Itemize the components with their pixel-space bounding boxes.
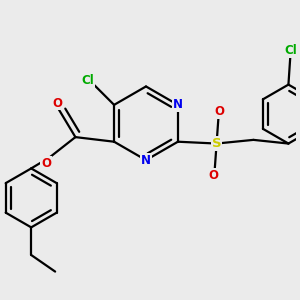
Text: Cl: Cl: [81, 74, 94, 87]
Text: N: N: [141, 154, 151, 166]
Text: Cl: Cl: [285, 44, 298, 58]
Text: N: N: [173, 98, 183, 111]
Text: S: S: [212, 137, 221, 150]
Text: O: O: [52, 97, 62, 110]
Text: O: O: [41, 157, 51, 170]
Text: O: O: [214, 105, 224, 118]
Text: O: O: [209, 169, 219, 182]
